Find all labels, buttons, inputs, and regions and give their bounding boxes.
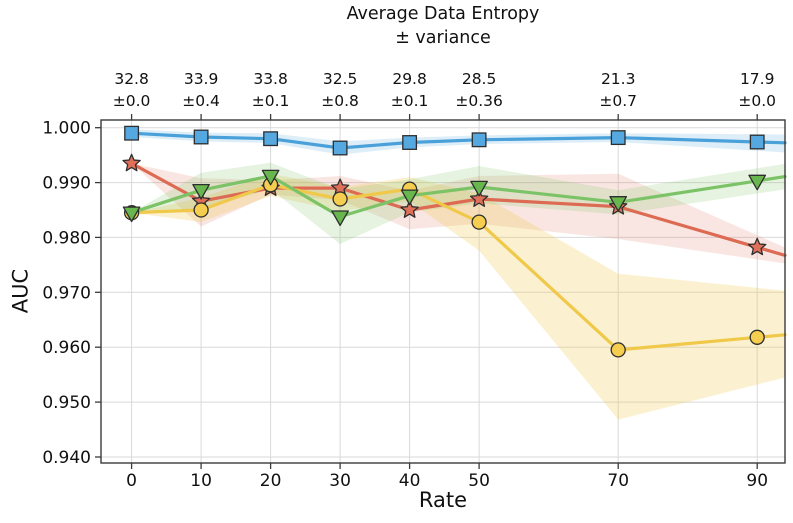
x-tick-label: 50 [468,471,490,491]
x-tick-label: 40 [399,471,421,491]
data-point-yellow-circles [749,329,765,345]
data-point-red-stars [122,153,141,172]
data-point-green-triangles [470,180,488,197]
top-variance-label: ±0.0 [738,92,776,110]
x-tick-label: 0 [126,471,137,491]
top-variance-label: ±0.8 [321,92,359,110]
gridlines [101,120,785,463]
x-tick-label: 70 [607,471,629,491]
data-point-yellow-circles [193,202,209,218]
top-variance-label: ±0.4 [182,92,220,110]
data-point-green-triangles [261,169,280,186]
data-point-red-stars [400,200,419,218]
axis-ticks [95,114,758,469]
top-entropy-label: 28.5 [462,70,497,88]
y-tick-label: 0.990 [42,174,91,194]
data-point-green-triangles [748,174,767,191]
data-point-blue-squares [402,135,418,150]
y-tick-label: 0.980 [42,228,91,248]
data-point-green-triangles [331,210,349,227]
x-tick-label: 10 [190,471,212,491]
top-entropy-label: 17.9 [740,70,775,88]
variance-band-yellow-circles [131,173,786,420]
y-tick-label: 0.970 [42,283,91,303]
plot-border [100,119,786,464]
y-tick-label: 0.960 [42,338,91,358]
data-point-green-triangles [192,183,210,200]
data-point-blue-squares [610,130,626,146]
data-point-red-stars [469,189,489,207]
top-variance-label: ±0.1 [391,92,429,110]
data-point-green-triangles [122,206,141,223]
y-axis-label: AUC [8,268,32,314]
top-entropy-label: 32.8 [114,70,149,88]
data-point-blue-squares [263,131,279,147]
x-tick-label: 20 [260,471,282,491]
data-point-yellow-circles [610,342,626,358]
top-entropy-label: 32.5 [323,70,358,88]
top-entropy-label: 21.3 [601,70,636,88]
chart-title-line2: ± variance [395,28,491,48]
data-point-yellow-circles [471,214,487,230]
data-point-blue-squares [749,134,765,150]
data-point-blue-squares [471,132,487,148]
top-variance-label: ±0.0 [113,92,151,110]
data-point-red-stars [747,237,767,256]
markers-green-triangles [122,169,767,227]
data-point-yellow-circles [332,191,348,207]
data-point-blue-squares [124,125,140,141]
y-tick-label: 0.940 [42,448,91,468]
y-tick-label: 1.000 [42,119,91,139]
x-axis-label: Rate [418,488,468,512]
data-point-green-triangles [400,189,419,206]
markers-blue-squares [124,125,765,156]
top-variance-label: ±0.36 [455,92,503,110]
top-entropy-label: 33.8 [253,70,288,88]
y-tick-label: 0.950 [42,393,91,413]
data-point-blue-squares [193,129,209,145]
data-point-green-triangles [609,196,628,212]
data-point-blue-squares [332,140,348,156]
top-variance-label: ±0.1 [252,92,290,110]
top-axis-labels: 32.8 ±0.0 33.9 ±0.4 33.8 ±0.1 32.5 ±0.8 29.8 ±0.1… [113,70,776,110]
tick-labels: 1.000 0.990 0.980 0.970 0.960 0.950 0.940 0 10 20… [42,119,768,491]
chart-title-line1: Average Data Entropy [346,4,540,24]
top-variance-label: ±0.7 [599,92,637,110]
top-entropy-label: 33.9 [184,70,219,88]
x-tick-label: 90 [746,471,768,491]
top-entropy-label: 29.8 [392,70,427,88]
x-tick-label: 30 [329,471,351,491]
